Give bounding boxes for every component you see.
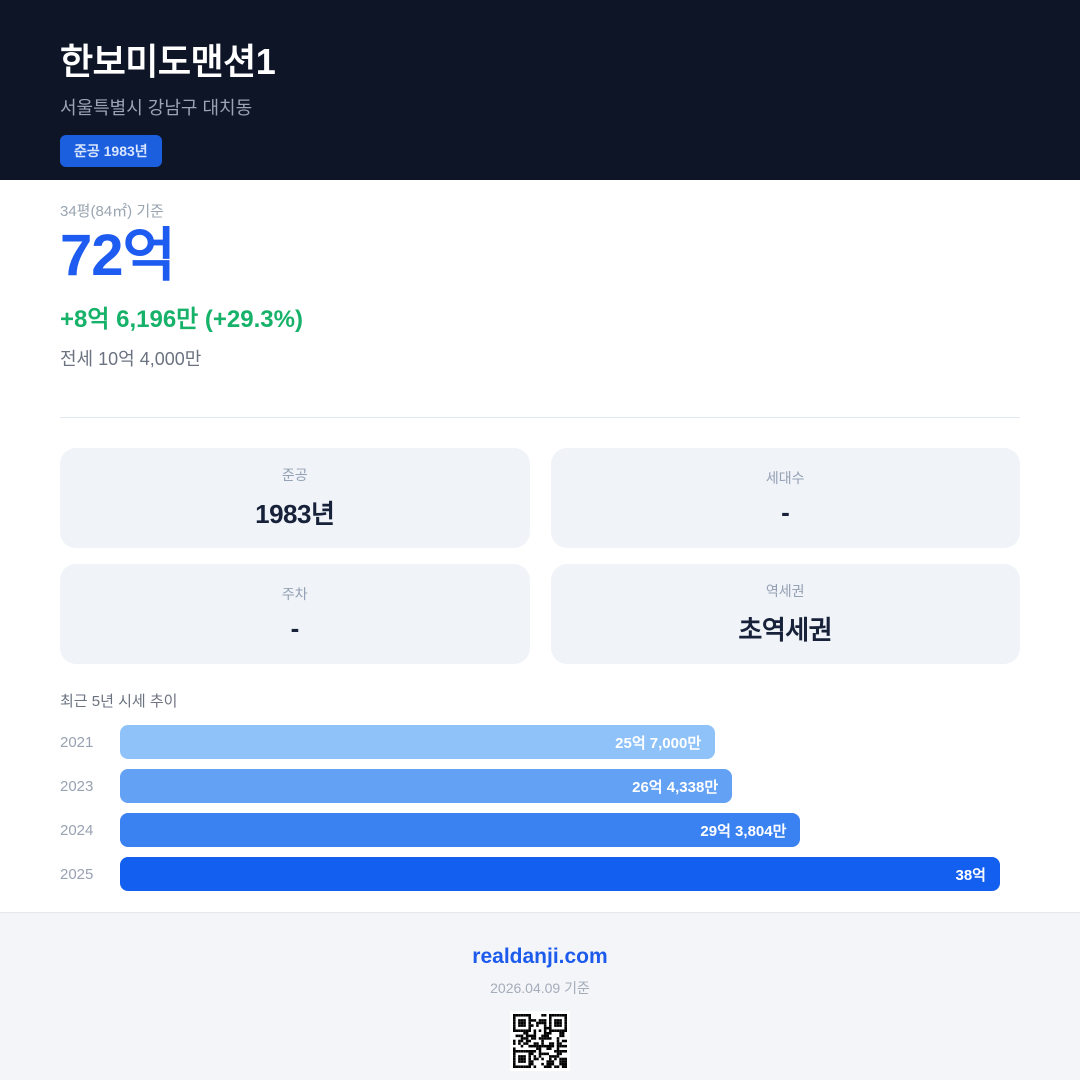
chart-bar-track: 29억 3,804만 xyxy=(120,813,1020,847)
footer: realdanji.com 2026.04.09 기준 xyxy=(0,912,1080,1080)
chart-bar: 38억 xyxy=(120,857,1000,891)
divider xyxy=(60,417,1020,418)
info-card-value: - xyxy=(781,497,790,527)
chart-year-label: 2021 xyxy=(60,733,94,751)
info-card-label: 역세권 xyxy=(765,583,805,599)
info-card-parking: 주차 - xyxy=(60,564,530,664)
price-section: 34평(84㎡) 기준 72억 +8억 6,196만 (+29.3%) 전세 1… xyxy=(60,200,1020,371)
chart-row: 2021 25억 7,000만 xyxy=(60,725,1020,759)
info-card-households: 세대수 - xyxy=(550,448,1020,548)
chart-bar: 26억 4,338만 xyxy=(120,769,733,803)
chart-bar-track: 38억 xyxy=(120,857,1020,891)
main-content: 34평(84㎡) 기준 72억 +8억 6,196만 (+29.3%) 전세 1… xyxy=(0,180,1080,912)
info-card-label: 세대수 xyxy=(765,470,805,486)
chart-row: 2025 38억 xyxy=(60,857,1020,891)
chart-bar-value: 25억 7,000만 xyxy=(615,734,702,752)
chart-year-label: 2023 xyxy=(60,777,94,795)
info-card-station-area: 역세권 초역세권 xyxy=(550,564,1020,664)
info-card-grid: 준공 1983년 세대수 - 주차 - 역세권 초역세권 xyxy=(60,448,1020,664)
chart-year-label: 2024 xyxy=(60,821,94,839)
chart-year-label: 2025 xyxy=(60,865,94,883)
chart-bar-value: 38억 xyxy=(955,866,987,884)
chart-bar-value: 29억 3,804만 xyxy=(700,822,787,840)
chart-rows: 2021 25억 7,000만 2023 26억 4,338만 2024 29억 3,80… xyxy=(60,725,1020,891)
chart-row: 2024 29억 3,804만 xyxy=(60,813,1020,847)
price-basis-label: 34평(84㎡) 기준 xyxy=(60,203,164,220)
current-price: 72억 xyxy=(60,223,176,288)
info-card-label: 주차 xyxy=(281,586,308,602)
jeonse-price: 전세 10억 4,000만 xyxy=(60,349,202,369)
info-card-label: 준공 xyxy=(281,467,308,483)
qr-code xyxy=(510,1011,570,1071)
header: 한보미도맨션1 서울특별시 강남구 대치동 준공 1983년 xyxy=(0,0,1080,180)
price-change: +8억 6,196만 (+29.3%) xyxy=(60,306,303,333)
chart-bar-track: 26억 4,338만 xyxy=(120,769,1020,803)
chart-bar-track: 25억 7,000만 xyxy=(120,725,1020,759)
completion-year-badge: 준공 1983년 xyxy=(60,134,162,167)
info-card-value: - xyxy=(290,613,300,643)
apartment-name: 한보미도맨션1 xyxy=(60,41,276,82)
info-card-value: 1983년 xyxy=(255,499,335,529)
chart-bar: 29억 3,804만 xyxy=(120,813,801,847)
chart-bar: 25억 7,000만 xyxy=(120,725,716,759)
site-link[interactable]: realdanji.com xyxy=(472,945,608,968)
chart-row: 2023 26억 4,338만 xyxy=(60,769,1020,803)
chart-title: 최근 5년 시세 추이 xyxy=(60,693,178,710)
reference-date: 2026.04.09 기준 xyxy=(490,980,590,996)
info-card-value: 초역세권 xyxy=(738,615,833,645)
price-trend-chart: 최근 5년 시세 추이 2021 25억 7,000만 2023 26억 4,338만… xyxy=(60,690,1020,891)
chart-bar-value: 26억 4,338만 xyxy=(632,778,719,796)
info-card-completion: 준공 1983년 xyxy=(60,448,530,548)
apartment-address: 서울특별시 강남구 대치동 xyxy=(60,97,253,118)
